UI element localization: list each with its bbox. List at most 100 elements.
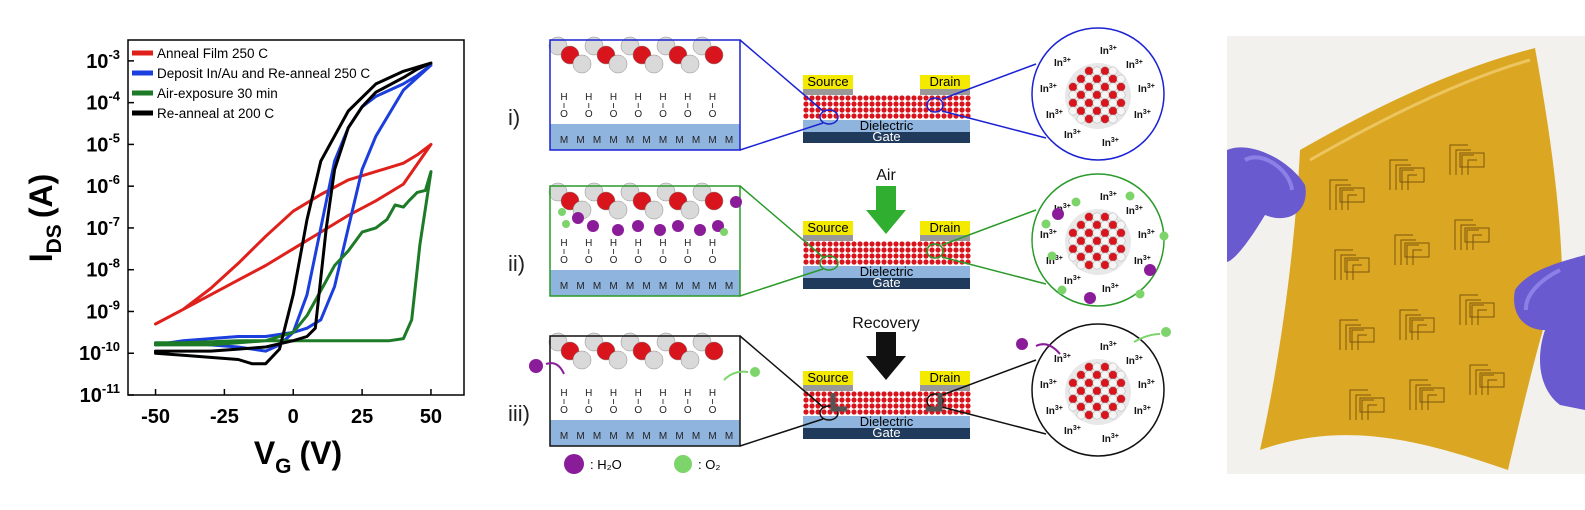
hydroxyl-hydrogen: H: [684, 388, 691, 399]
circuit-pad: [1479, 372, 1505, 388]
film-atom: [941, 113, 947, 119]
oxide-nanoparticle: [1065, 359, 1131, 425]
indium-atom: [1076, 98, 1086, 108]
film-atom: [905, 247, 911, 253]
h2o-molecule: [1144, 264, 1156, 276]
oxygen-atom: [1076, 252, 1086, 262]
film-atom: [959, 253, 965, 259]
circuit-pad: [1419, 387, 1445, 403]
film-atom: [893, 409, 899, 415]
hydroxyl-hydrogen: H: [709, 238, 716, 249]
hydroxyl-hydrogen: H: [684, 238, 691, 249]
oxygen-atom: [1108, 252, 1118, 262]
film-atom: [893, 253, 899, 259]
dielectric-layer: [803, 120, 970, 132]
indium-atom: [1092, 98, 1102, 108]
film-atom: [923, 241, 929, 247]
film-atom: [893, 101, 899, 107]
inset-frame: [549, 335, 741, 447]
hydroxyl-hydrogen: H: [659, 388, 666, 399]
gate-layer: [803, 132, 970, 143]
x-tick-label: 0: [288, 406, 299, 428]
indium-atom: [1092, 228, 1102, 238]
hydroxyl-hydrogen: H: [610, 92, 617, 103]
film-atom: [887, 247, 893, 253]
film-atom: [911, 397, 917, 403]
circuit-trace: [1355, 394, 1371, 420]
film-atom: [809, 403, 815, 409]
indium-atom: [1108, 228, 1118, 238]
indium-atom: [1076, 378, 1086, 388]
indium-atom: [1076, 228, 1086, 238]
desorption-arrow: [1035, 343, 1061, 355]
film-atom: [869, 409, 875, 415]
y-axis-label-sub: DS: [43, 224, 66, 253]
indium-ion-label: In3+: [1126, 205, 1143, 217]
film-atom: [947, 409, 953, 415]
film-atom: [845, 391, 851, 397]
film-atom: [869, 391, 875, 397]
film-atom: [917, 113, 923, 119]
film-atom: [917, 247, 923, 253]
film-atom: [923, 391, 929, 397]
hydroxyl-hydrogen: H: [585, 238, 592, 249]
film-atom: [965, 241, 971, 247]
callout-right: [926, 97, 944, 113]
film-atom: [965, 247, 971, 253]
y-axis-label-unit: (A): [23, 174, 59, 218]
hydroxyl-hydrogen: H: [635, 92, 642, 103]
circuit-trace: [1472, 234, 1482, 250]
drain-contact: [920, 89, 970, 95]
film-atom: [905, 409, 911, 415]
film-atom: [959, 95, 965, 101]
film-atom: [905, 101, 911, 107]
h2o-molecule: [572, 212, 584, 224]
film-atom: [851, 403, 857, 409]
x-axis-label-unit: (V): [300, 435, 343, 471]
film-atom: [959, 241, 965, 247]
film-atom: [893, 397, 899, 403]
film-atom: [887, 113, 893, 119]
film-atom: [917, 101, 923, 107]
oxygen-atom: [1108, 402, 1118, 412]
film-atom: [845, 113, 851, 119]
hydroxyl-oxygen: O: [684, 109, 692, 120]
film-atom: [851, 259, 857, 265]
oxygen-atom: [1076, 74, 1086, 84]
film-atom: [845, 101, 851, 107]
o2-molecule: [1125, 191, 1135, 201]
film-atom: [857, 391, 863, 397]
recovery-label: Recovery: [852, 315, 920, 332]
indium-ion-label: In3+: [1138, 379, 1155, 391]
hydroxyl-hydrogen: H: [684, 92, 691, 103]
source-pad: [803, 75, 853, 89]
indium-atom: [1100, 236, 1110, 246]
film-atom: [911, 247, 917, 253]
film-atom: [935, 101, 941, 107]
oxygen-atom: [1108, 74, 1118, 84]
film-atom: [953, 95, 959, 101]
oxygen-atom: [1068, 228, 1078, 238]
film-atom: [875, 95, 881, 101]
oxygen-atom: [1108, 220, 1118, 230]
circuit-pad: [1404, 242, 1430, 258]
indium-atom: [1076, 244, 1086, 254]
circuit-trace: [1412, 249, 1422, 265]
film-atom: [941, 259, 947, 265]
film-atom: [845, 247, 851, 253]
oxygen-atom: [1108, 106, 1118, 116]
film-atom: [899, 403, 905, 409]
film-atom: [935, 113, 941, 119]
zoom-line: [739, 418, 824, 447]
indium-atom: [1084, 220, 1094, 230]
indium-atom: [1092, 362, 1102, 372]
indium-atom: [1100, 386, 1110, 396]
circuit-pad: [1469, 302, 1495, 318]
gate-label: Gate: [872, 425, 900, 440]
indium-atom: [1092, 114, 1102, 124]
film-atom: [953, 391, 959, 397]
hydroxyl-oxygen: O: [560, 109, 568, 120]
oxygen-atom: [1092, 74, 1102, 84]
oxygen-atom: [1100, 410, 1110, 420]
film-atom: [803, 253, 809, 259]
